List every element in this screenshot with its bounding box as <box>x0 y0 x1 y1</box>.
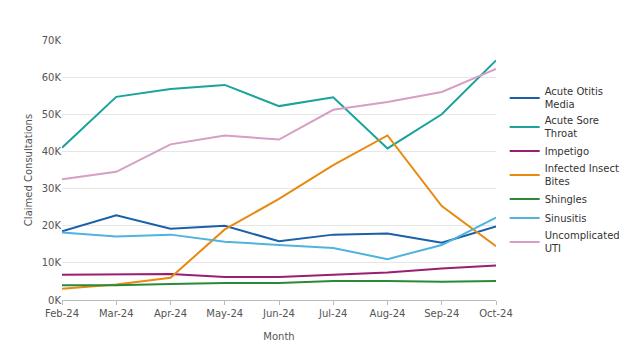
svg-text:Shingles: Shingles <box>545 194 587 205</box>
svg-text:30K: 30K <box>42 183 62 194</box>
svg-text:20K: 20K <box>42 220 62 231</box>
svg-text:Infected InsectBites: Infected InsectBites <box>545 163 619 187</box>
svg-text:Apr-24: Apr-24 <box>154 308 187 319</box>
svg-text:0K: 0K <box>48 295 61 306</box>
svg-text:Jul-24: Jul-24 <box>318 308 347 319</box>
svg-text:10K: 10K <box>42 257 62 268</box>
svg-text:Mar-24: Mar-24 <box>99 308 134 319</box>
svg-text:May-24: May-24 <box>206 308 243 319</box>
svg-text:UncomplicatedUTI: UncomplicatedUTI <box>545 230 620 254</box>
svg-text:Sep-24: Sep-24 <box>424 308 459 319</box>
svg-text:Jun-24: Jun-24 <box>262 308 295 319</box>
svg-text:Sinusitis: Sinusitis <box>545 213 587 224</box>
svg-text:60K: 60K <box>42 72 62 83</box>
svg-text:Acute OtitisMedia: Acute OtitisMedia <box>545 86 603 110</box>
svg-text:Oct-24: Oct-24 <box>479 308 513 319</box>
svg-text:Feb-24: Feb-24 <box>45 308 79 319</box>
svg-text:40K: 40K <box>42 146 62 157</box>
svg-text:Aug-24: Aug-24 <box>370 308 406 319</box>
svg-text:Impetigo: Impetigo <box>545 146 589 157</box>
svg-text:Claimed Consultations: Claimed Consultations <box>23 114 34 226</box>
svg-text:Acute SoreThroat: Acute SoreThroat <box>544 115 599 139</box>
svg-text:70K: 70K <box>42 35 62 46</box>
svg-text:50K: 50K <box>42 109 62 120</box>
svg-text:Month: Month <box>263 331 294 342</box>
